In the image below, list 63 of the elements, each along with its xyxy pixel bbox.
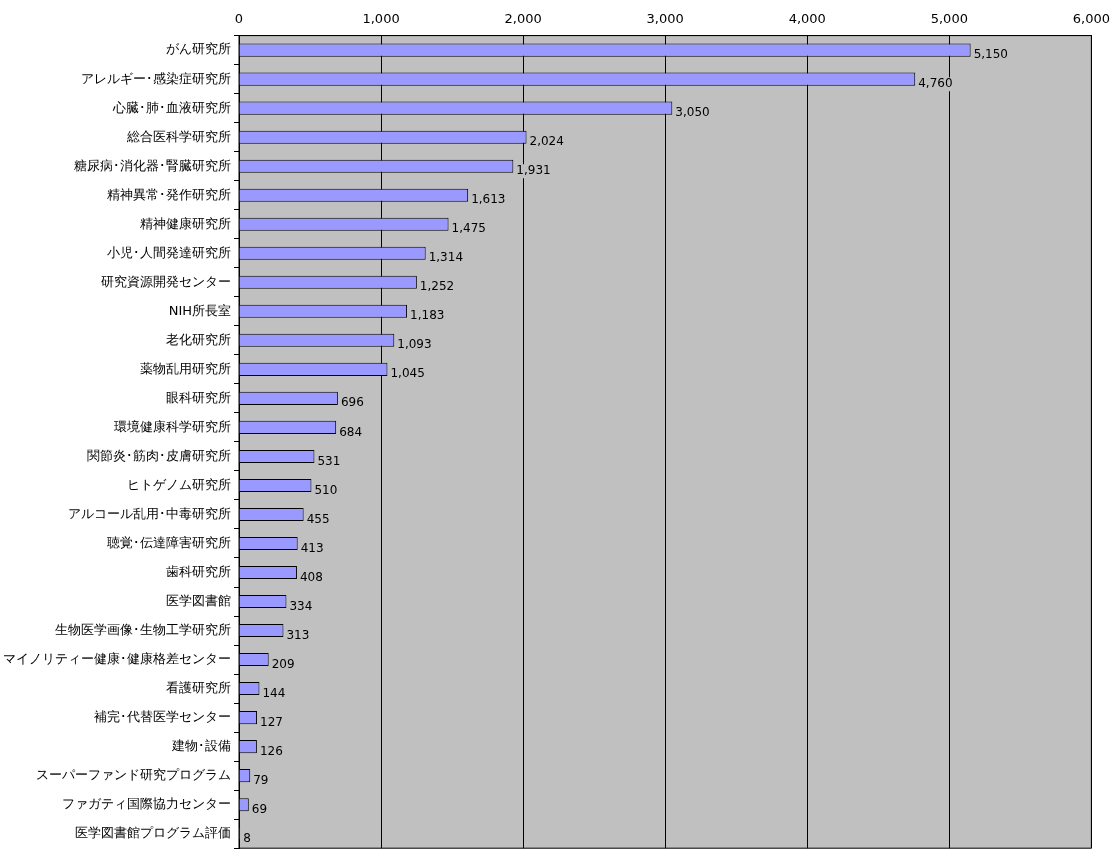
- y-tick-label: がん研究所: [166, 41, 231, 57]
- data-label: 1,613: [471, 192, 506, 207]
- y-tick-label: 聴覚･伝達障害研究所: [107, 534, 231, 550]
- data-label: 1,183: [410, 308, 445, 323]
- data-label: 334: [289, 598, 313, 613]
- data-label: 127: [260, 714, 283, 729]
- data-label: 126: [259, 743, 283, 758]
- data-label: 69: [251, 801, 268, 816]
- data-label: 408: [299, 569, 323, 584]
- x-tick-label: 2,000: [504, 11, 542, 27]
- y-tick-label: スーパーファンド研究プログラム: [36, 767, 231, 783]
- data-label: 209: [271, 656, 295, 671]
- y-tick-label: 研究資源開発センター: [101, 273, 231, 289]
- y-tick-label: 医学図書館: [166, 592, 231, 608]
- data-label: 313: [286, 627, 310, 642]
- y-tick-label: 糖尿病･消化器･腎臓研究所: [74, 157, 231, 173]
- y-tick-label: マイノリティー健康･健康格差センター: [3, 650, 231, 666]
- data-label: 1,314: [428, 250, 464, 265]
- data-label: 413: [300, 540, 324, 555]
- data-label: 3,050: [675, 105, 710, 120]
- y-tick-label: 関節炎･筋肉･皮膚研究所: [87, 447, 231, 463]
- y-tick-label: 建物･設備: [171, 738, 231, 753]
- y-tick-label: 医学図書館プログラム評価: [75, 825, 231, 841]
- x-tick-label: 5,000: [930, 11, 968, 27]
- x-tick-label: 4,000: [788, 11, 826, 27]
- y-tick-label: 総合医科学研究所: [126, 128, 231, 144]
- data-label: 1,475: [451, 221, 486, 236]
- y-tick-label: NIH所長室: [168, 302, 231, 318]
- y-tick-label: アレルギー･感染症研究所: [81, 70, 231, 86]
- data-label: 1,252: [419, 279, 455, 294]
- data-label: 1,931: [516, 163, 551, 178]
- data-label: 8: [243, 830, 251, 845]
- data-label: 144: [262, 685, 286, 700]
- y-tick-label: 精神異常･発作研究所: [107, 186, 231, 202]
- y-tick-label: 眼科研究所: [166, 389, 231, 405]
- y-tick-label: アルコール乱用･中毒研究所: [68, 505, 231, 521]
- x-tick-label: 6,000: [1072, 11, 1110, 27]
- data-label: 455: [306, 511, 330, 526]
- y-tick-label: ファガティ国際協力センター: [62, 796, 231, 812]
- y-tick-label: 生物医学画像･生物工学研究所: [55, 621, 231, 637]
- y-tick-label: 小児･人間発達研究所: [107, 244, 231, 260]
- data-label: 1,045: [390, 366, 425, 381]
- y-tick-label: 薬物乱用研究所: [140, 360, 231, 376]
- data-label: 510: [314, 482, 338, 497]
- y-tick-label: ヒトゲノム研究所: [127, 476, 231, 492]
- y-tick-label: 補完･代替医学センター: [94, 708, 231, 724]
- data-label: 531: [317, 453, 341, 468]
- data-label: 4,760: [918, 76, 953, 91]
- x-tick-label: 0: [234, 11, 244, 27]
- data-label: 2,024: [529, 134, 564, 149]
- data-label: 696: [340, 395, 364, 410]
- y-tick-label: 老化研究所: [166, 331, 231, 347]
- y-tick-label: 看護研究所: [166, 679, 231, 695]
- y-tick-label: 心臓･肺･血液研究所: [112, 99, 231, 115]
- data-label: 684: [339, 424, 363, 439]
- y-tick-label: 環境健康科学研究所: [114, 418, 231, 434]
- x-tick-label: 3,000: [646, 11, 684, 27]
- data-label: 1,093: [397, 337, 432, 352]
- y-tick-label: 精神健康研究所: [140, 215, 231, 231]
- data-label: 79: [253, 772, 269, 787]
- data-label: 5,150: [973, 47, 1008, 62]
- y-tick-label: 歯科研究所: [166, 563, 231, 579]
- x-tick-label: 1,000: [362, 11, 400, 27]
